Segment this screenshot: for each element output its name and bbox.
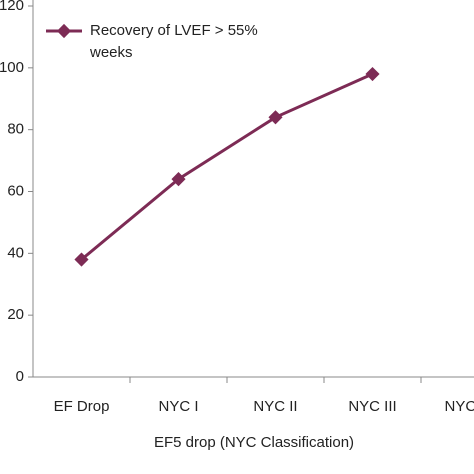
legend: Recovery of LVEF > 55% weeks [44, 20, 300, 64]
y-tick-label: 40 [7, 244, 24, 261]
y-tick-label: 0 [16, 368, 24, 385]
point [365, 66, 380, 82]
x-tick-label: EF Drop [54, 398, 110, 415]
y-tick-label: 120 [0, 0, 24, 14]
legend-swatch [46, 23, 82, 39]
x-tick-label: NYC I [158, 398, 198, 415]
series-line [80, 72, 374, 261]
legend-label: Recovery of LVEF > 55% weeks [90, 22, 258, 61]
x-axis-label: EF5 drop (NYC Classification) [154, 434, 354, 451]
y-tick-label: 20 [7, 306, 24, 323]
x-tick-label: NYC II [253, 398, 297, 415]
y-tick-label: 100 [0, 59, 24, 76]
point [268, 110, 283, 125]
x-tick-label: NYC III [348, 398, 396, 415]
y-tick-label: 80 [7, 121, 24, 138]
point [171, 172, 186, 187]
x-tick-label: NYC IV [444, 398, 474, 415]
y-tick-label: 60 [7, 182, 24, 199]
